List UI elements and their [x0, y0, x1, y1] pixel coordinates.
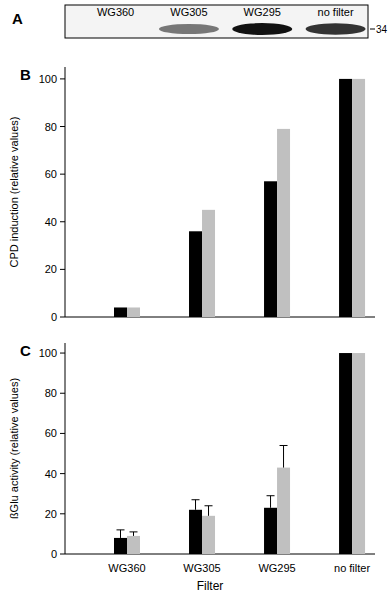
x-tick-label: WG305 — [183, 562, 220, 574]
y-tick — [60, 433, 65, 434]
blot-frame — [65, 5, 368, 38]
blot-panel: A WG360 WG305 WG295 no filter 34 — [12, 5, 388, 38]
error-stem — [120, 530, 121, 538]
y-tick-label: 100 — [39, 73, 57, 85]
lane-label: WG360 — [97, 6, 134, 18]
bar — [277, 468, 290, 554]
y-tick — [60, 317, 65, 318]
error-bar — [130, 532, 138, 536]
bar — [202, 210, 215, 317]
y-tick — [60, 126, 65, 127]
error-cap — [192, 499, 200, 500]
bar — [352, 353, 365, 554]
y-axis — [65, 67, 66, 317]
y-axis-label: CPD induction (relative values) — [8, 116, 20, 267]
band — [86, 25, 146, 33]
bars — [114, 79, 365, 317]
lane-label: WG305 — [170, 6, 207, 18]
y-tick — [60, 174, 65, 175]
size-marker: 34 — [376, 24, 388, 35]
bar — [127, 536, 140, 554]
x-tick-label: no filter — [334, 562, 370, 574]
marker-tick — [370, 29, 375, 30]
y-tick — [60, 221, 65, 222]
lane-label: WG295 — [244, 6, 281, 18]
y-axis-label: ßGlu activity (relative values) — [8, 378, 20, 519]
bar — [339, 353, 352, 554]
y-tick-label: 80 — [45, 387, 57, 399]
bar — [114, 538, 127, 554]
band — [306, 23, 366, 34]
x-tick-label: WG295 — [258, 562, 295, 574]
y-tick-label: 40 — [45, 216, 57, 228]
figure: A WG360 WG305 WG295 no filter 34 B 0 20 40 60 80 100… — [0, 0, 389, 600]
error-cap — [280, 445, 288, 446]
error-bar — [280, 445, 288, 467]
bar — [127, 307, 140, 317]
y-tick-label: 0 — [51, 548, 57, 560]
error-cap — [205, 505, 213, 506]
y-axis — [65, 343, 66, 554]
y-tick-label: 40 — [45, 468, 57, 480]
y-tick — [60, 78, 65, 79]
bar — [114, 307, 127, 317]
panel-label: C — [20, 342, 31, 359]
bar — [264, 508, 277, 554]
x-axis-label: Filter — [197, 579, 224, 593]
x-tick-label: WG360 — [108, 562, 145, 574]
panel-label: A — [12, 10, 23, 27]
bar — [189, 510, 202, 554]
error-cap — [267, 495, 275, 496]
error-cap — [117, 529, 125, 530]
error-stem — [195, 500, 196, 510]
y-tick-label: 20 — [45, 508, 57, 520]
y-tick-label: 0 — [51, 311, 57, 323]
error-stem — [270, 496, 271, 508]
bar — [202, 516, 215, 554]
error-bar — [192, 500, 200, 510]
error-cap — [130, 531, 138, 532]
y-tick — [60, 353, 65, 354]
band — [232, 23, 292, 35]
bar-panel: C 0 20 40 60 80 100 ßGlu activity (relative val… — [8, 342, 375, 593]
bar — [352, 79, 365, 317]
bar — [339, 79, 352, 317]
y-tick-label: 20 — [45, 263, 57, 275]
bar-panel: B 0 20 40 60 80 100 CPD induction (relative val… — [8, 66, 375, 323]
error-stem — [133, 532, 134, 536]
error-bar — [267, 496, 275, 508]
x-axis — [65, 317, 375, 318]
y-tick — [60, 473, 65, 474]
y-tick-label: 100 — [39, 347, 57, 359]
bar — [277, 129, 290, 317]
lane-label: no filter — [318, 6, 354, 18]
y-tick-label: 80 — [45, 121, 57, 133]
band — [159, 24, 219, 34]
y-tick — [60, 554, 65, 555]
error-bar — [117, 530, 125, 538]
error-bar — [205, 506, 213, 516]
bar — [264, 181, 277, 317]
x-axis — [65, 554, 375, 555]
y-tick — [60, 513, 65, 514]
bars — [114, 353, 365, 554]
y-tick — [60, 393, 65, 394]
y-tick-label: 60 — [45, 427, 57, 439]
panel-label: B — [20, 66, 31, 83]
error-stem — [283, 445, 284, 467]
y-tick — [60, 269, 65, 270]
error-stem — [208, 506, 209, 516]
y-tick-label: 60 — [45, 168, 57, 180]
bar — [189, 231, 202, 317]
